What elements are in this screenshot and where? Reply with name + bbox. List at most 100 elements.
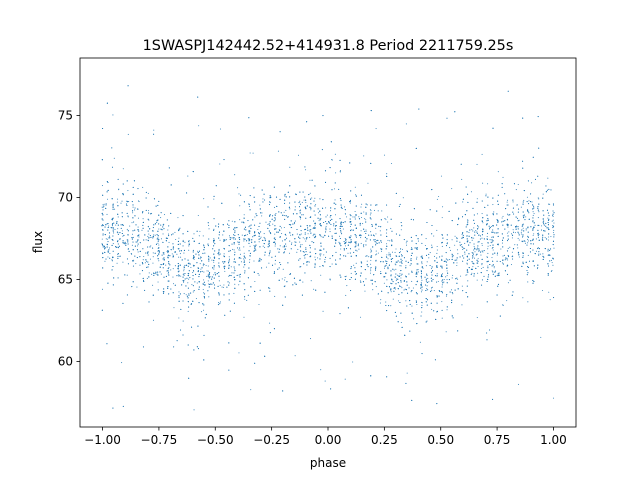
data-point bbox=[405, 300, 407, 302]
data-point bbox=[520, 231, 522, 233]
data-point bbox=[371, 224, 373, 226]
data-point bbox=[408, 287, 410, 289]
data-point bbox=[162, 233, 164, 235]
data-point bbox=[189, 263, 191, 265]
data-point bbox=[132, 186, 134, 188]
data-point bbox=[101, 224, 104, 226]
data-point bbox=[218, 272, 220, 274]
data-point bbox=[381, 210, 383, 212]
data-point bbox=[538, 211, 540, 213]
data-point bbox=[157, 289, 159, 291]
data-point bbox=[528, 212, 530, 214]
data-point bbox=[213, 198, 215, 200]
data-point bbox=[284, 218, 286, 220]
data-point bbox=[369, 214, 371, 216]
data-point bbox=[245, 234, 247, 236]
data-point bbox=[203, 304, 205, 306]
data-point bbox=[299, 200, 301, 202]
data-point bbox=[108, 235, 111, 237]
data-point bbox=[163, 253, 165, 255]
data-point bbox=[532, 249, 534, 251]
data-point bbox=[390, 227, 392, 230]
data-point bbox=[441, 265, 443, 267]
data-point bbox=[415, 276, 417, 278]
data-point bbox=[309, 192, 311, 194]
data-point bbox=[454, 244, 456, 246]
data-point bbox=[354, 210, 356, 213]
data-point bbox=[471, 229, 473, 231]
data-point bbox=[476, 201, 478, 203]
data-point bbox=[166, 250, 168, 252]
data-point bbox=[400, 279, 402, 282]
data-point bbox=[106, 223, 108, 225]
data-point bbox=[147, 261, 149, 263]
data-point bbox=[489, 239, 491, 241]
data-point bbox=[234, 287, 236, 290]
data-point bbox=[188, 293, 190, 295]
data-point bbox=[506, 300, 508, 302]
data-point bbox=[357, 245, 359, 247]
data-point bbox=[269, 225, 271, 227]
data-point bbox=[313, 288, 315, 290]
data-point bbox=[403, 257, 405, 259]
data-point bbox=[532, 229, 534, 231]
data-point bbox=[324, 380, 326, 382]
data-point bbox=[304, 234, 306, 236]
data-point bbox=[472, 266, 474, 268]
data-point bbox=[215, 225, 217, 227]
data-point bbox=[254, 247, 256, 249]
data-point bbox=[518, 239, 520, 241]
data-point bbox=[294, 355, 296, 357]
data-point bbox=[376, 204, 378, 206]
data-point bbox=[304, 257, 306, 259]
data-point bbox=[498, 272, 500, 274]
data-point bbox=[274, 219, 276, 221]
data-point bbox=[269, 232, 271, 234]
data-point bbox=[269, 214, 271, 216]
data-point bbox=[473, 257, 476, 259]
data-point bbox=[313, 200, 315, 202]
data-point bbox=[263, 243, 265, 245]
data-point bbox=[329, 210, 332, 212]
data-point bbox=[441, 280, 443, 282]
data-point bbox=[182, 320, 184, 322]
data-point bbox=[390, 291, 392, 293]
data-point bbox=[312, 235, 314, 237]
data-point bbox=[262, 245, 264, 247]
data-point bbox=[264, 237, 266, 239]
data-point bbox=[145, 252, 147, 254]
data-point bbox=[553, 236, 555, 238]
data-point bbox=[168, 241, 170, 244]
data-point bbox=[289, 273, 291, 275]
data-point bbox=[552, 397, 555, 399]
data-point bbox=[419, 341, 421, 343]
data-point bbox=[330, 223, 332, 225]
data-point bbox=[247, 277, 249, 279]
data-point bbox=[426, 320, 428, 322]
data-point bbox=[524, 242, 526, 244]
data-point bbox=[281, 240, 284, 242]
data-point bbox=[503, 254, 505, 256]
data-point bbox=[399, 251, 402, 253]
data-point bbox=[233, 258, 235, 260]
data-point bbox=[537, 197, 539, 199]
data-point bbox=[522, 160, 524, 162]
data-point bbox=[510, 233, 513, 235]
data-point bbox=[497, 283, 500, 286]
data-point bbox=[346, 216, 348, 218]
data-point bbox=[279, 262, 281, 264]
data-point bbox=[344, 276, 346, 278]
data-point bbox=[334, 208, 336, 210]
data-point bbox=[486, 214, 488, 216]
data-point bbox=[343, 255, 345, 257]
data-point bbox=[525, 216, 527, 218]
data-point bbox=[411, 305, 413, 307]
data-point bbox=[325, 207, 327, 209]
data-point bbox=[284, 239, 286, 241]
data-point bbox=[237, 241, 239, 243]
data-point bbox=[551, 220, 553, 222]
data-point bbox=[139, 273, 141, 275]
data-point bbox=[416, 271, 418, 273]
data-point bbox=[160, 217, 162, 219]
data-point bbox=[208, 228, 210, 230]
